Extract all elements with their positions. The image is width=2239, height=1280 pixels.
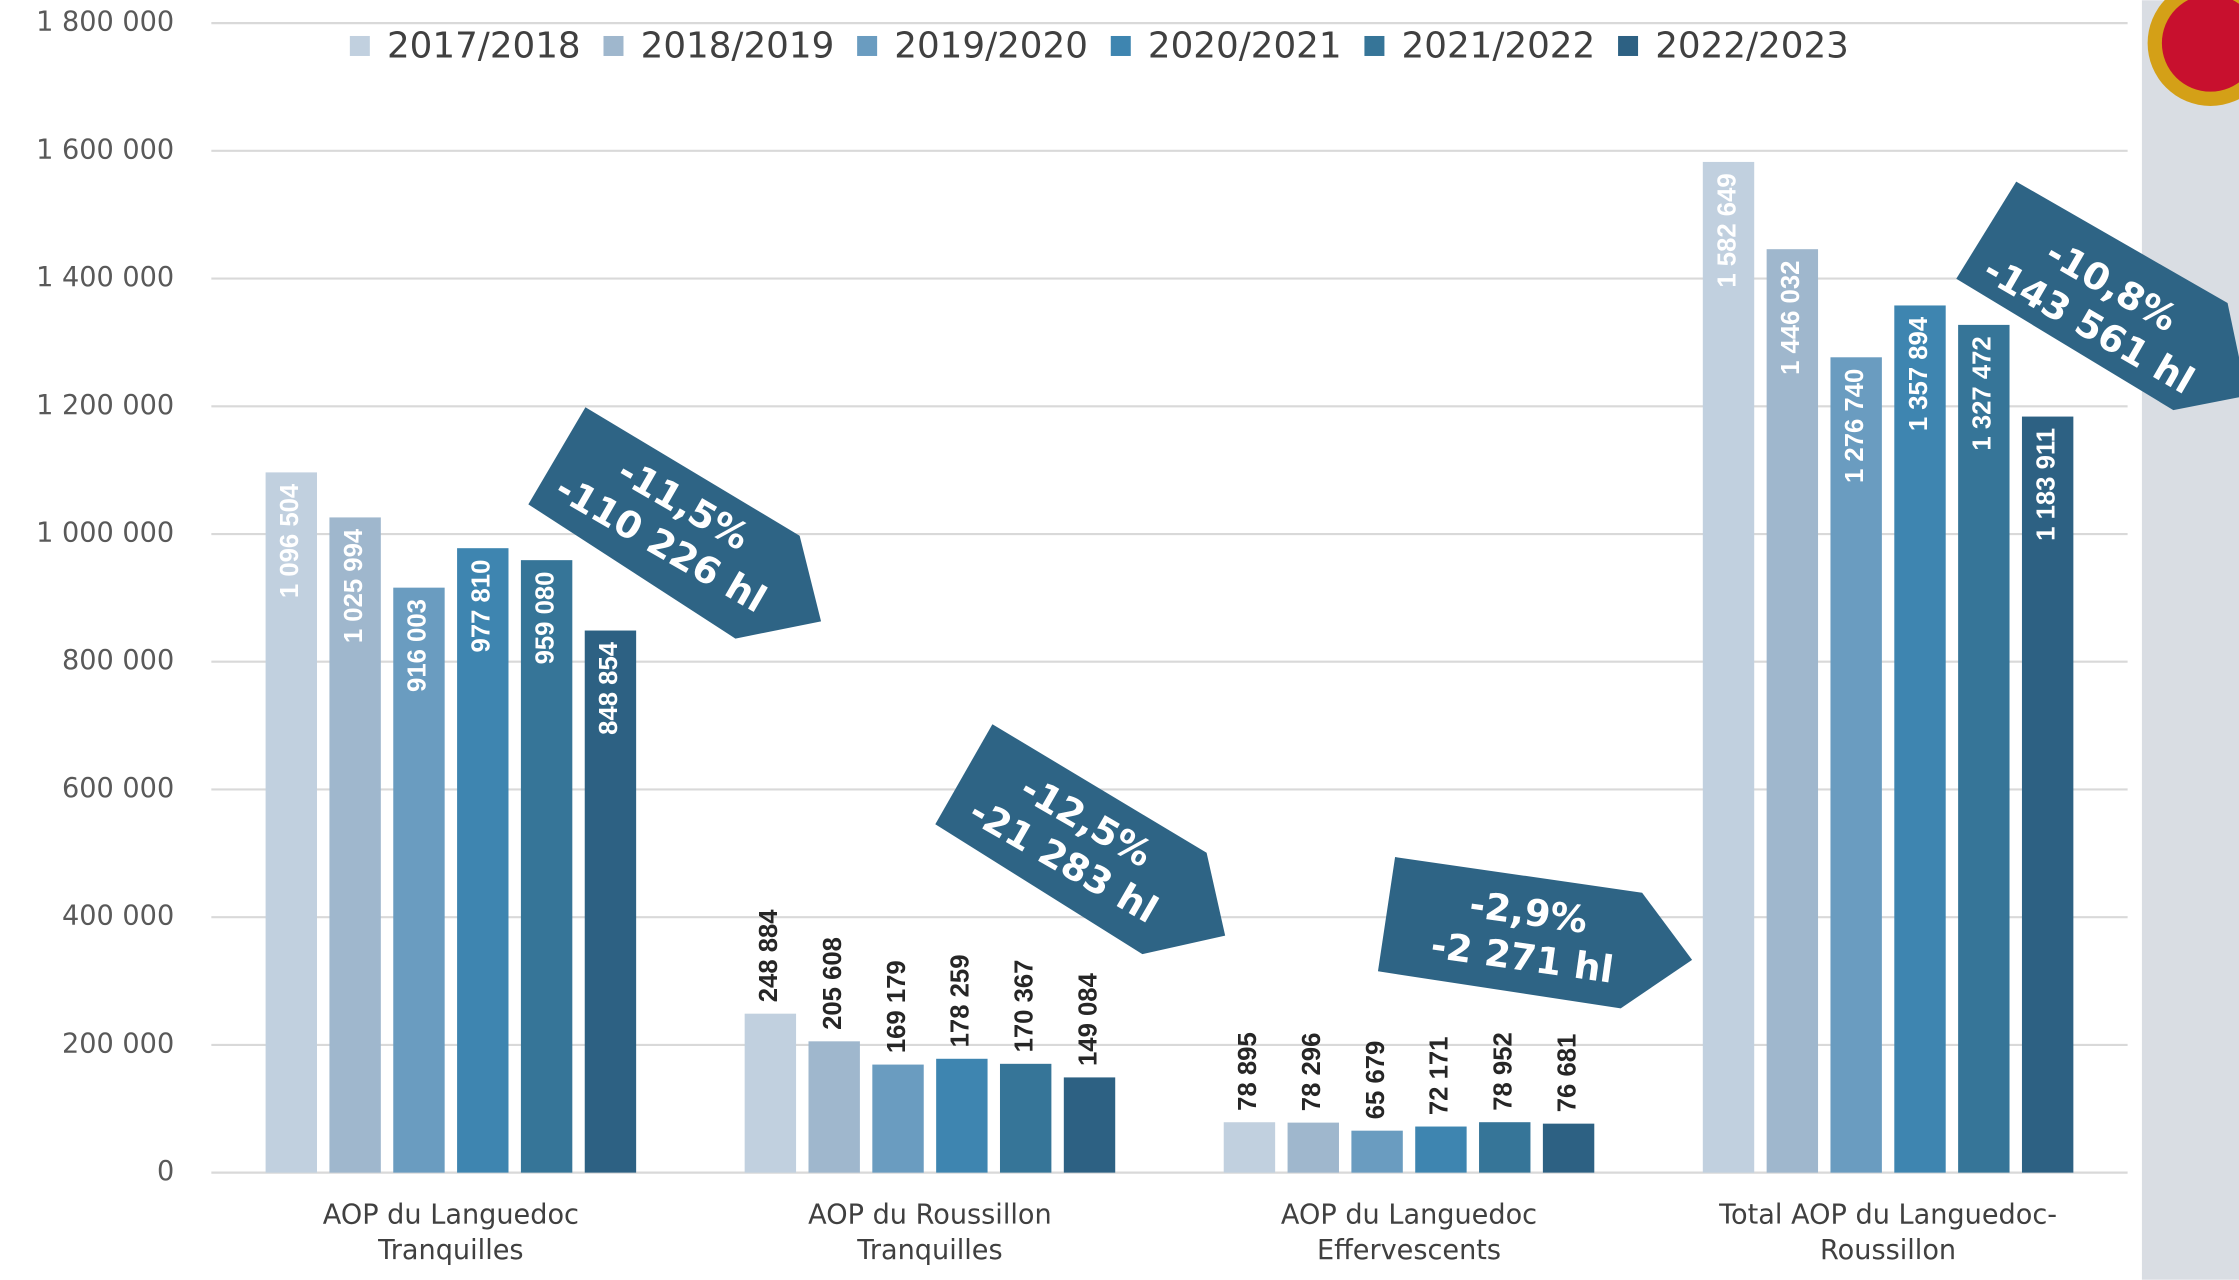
bar	[744, 1013, 797, 1173]
bar	[1542, 1123, 1595, 1173]
y-tick-label: 400 000	[62, 901, 174, 932]
bar	[1479, 1122, 1531, 1173]
legend-swatch	[857, 35, 878, 56]
value-label: 78 952	[1490, 1032, 1518, 1111]
x-tick-label: AOP du Roussillon Tranquilles	[808, 1199, 1052, 1266]
value-label: 916 003	[404, 599, 432, 692]
legend-swatch	[349, 35, 370, 56]
value-label: 248 884	[755, 909, 783, 1003]
bar	[808, 1041, 860, 1173]
bar	[520, 560, 573, 1173]
bar	[1351, 1130, 1403, 1173]
y-tick-label: 1 800 000	[36, 7, 174, 38]
value-label: 78 895	[1234, 1032, 1262, 1111]
bar	[1830, 357, 1882, 1173]
y-tick-label: 1 200 000	[36, 390, 174, 421]
legend-label: 2020/2021	[1148, 25, 1342, 66]
bar	[265, 472, 318, 1173]
y-tick-label: 1 600 000	[36, 134, 174, 165]
arrow	[1377, 857, 1693, 1009]
value-label: 959 080	[531, 572, 559, 665]
y-tick-label: 1 000 000	[36, 518, 174, 549]
legend-swatch	[1110, 35, 1131, 56]
value-label: 848 854	[595, 641, 623, 735]
annotation: -12,5% -21 283 hl	[935, 724, 1226, 955]
arrow	[935, 724, 1226, 955]
bar	[393, 587, 445, 1173]
legend-swatch	[603, 35, 624, 56]
value-label: 178 259	[947, 954, 975, 1047]
value-label: 76 681	[1553, 1034, 1581, 1113]
bar	[2021, 416, 2074, 1173]
value-label: 1 096 504	[276, 483, 304, 598]
x-tick-label: AOP du Languedoc Effervescents	[1281, 1199, 1537, 1266]
value-label: 1 327 472	[1969, 336, 1997, 450]
bar	[872, 1064, 924, 1173]
value-label: 78 296	[1298, 1033, 1326, 1112]
bar	[1287, 1122, 1339, 1173]
bar	[1223, 1122, 1276, 1173]
value-label: 1 446 032	[1777, 261, 1805, 375]
y-tick-label: 1 400 000	[36, 262, 174, 293]
bar	[1063, 1077, 1116, 1173]
legend-swatch	[1618, 35, 1639, 56]
y-tick-label: 600 000	[62, 773, 174, 804]
value-label: 170 367	[1010, 960, 1038, 1053]
value-label: 1 183 911	[2032, 428, 2060, 541]
y-tick-label: 0	[157, 1156, 174, 1187]
arrow	[1956, 181, 2239, 411]
bar	[936, 1058, 988, 1173]
y-tick-label: 800 000	[62, 645, 174, 676]
value-label: 169 179	[883, 960, 911, 1053]
plot: 0 200 000 400 000 600 000 800 000 1 000 000 1 …	[36, 7, 2128, 1266]
bar	[999, 1063, 1052, 1173]
legend-label: 2017/2018	[387, 25, 581, 66]
legend-label: 2018/2019	[641, 25, 835, 66]
bar	[1766, 249, 1819, 1173]
value-label: 1 357 894	[1905, 316, 1933, 431]
y-tick-label: 200 000	[62, 1028, 174, 1059]
side-strip	[2141, 0, 2239, 1280]
value-label: 1 582 649	[1713, 173, 1741, 287]
bar	[584, 630, 637, 1173]
value-label: 149 084	[1074, 972, 1102, 1066]
bar	[329, 517, 381, 1173]
bar	[457, 548, 509, 1173]
bar	[1702, 161, 1755, 1173]
value-label: 1 276 740	[1841, 369, 1869, 483]
logo-inner	[2161, 0, 2239, 92]
bar	[1958, 324, 2010, 1173]
legend-label: 2022/2023	[1655, 25, 1849, 66]
value-label: 1 025 994	[340, 528, 368, 643]
value-label: 65 679	[1362, 1041, 1390, 1120]
legend-label: 2019/2020	[894, 25, 1088, 66]
legend-swatch	[1364, 35, 1385, 56]
bar	[1415, 1126, 1467, 1173]
value-label: 72 171	[1426, 1037, 1454, 1116]
value-label: 977 810	[468, 560, 496, 653]
x-tick-label: Total AOP du Languedoc-Roussillon	[1718, 1199, 2057, 1266]
annotation: -2,9% -2 271 hl	[1377, 857, 1693, 1009]
bar	[1894, 305, 1946, 1173]
x-tick-label: AOP du Languedoc Tranquilles	[323, 1199, 579, 1266]
legend-label: 2021/2022	[1402, 25, 1596, 66]
arrow	[528, 407, 822, 639]
value-label: 205 608	[819, 937, 847, 1030]
